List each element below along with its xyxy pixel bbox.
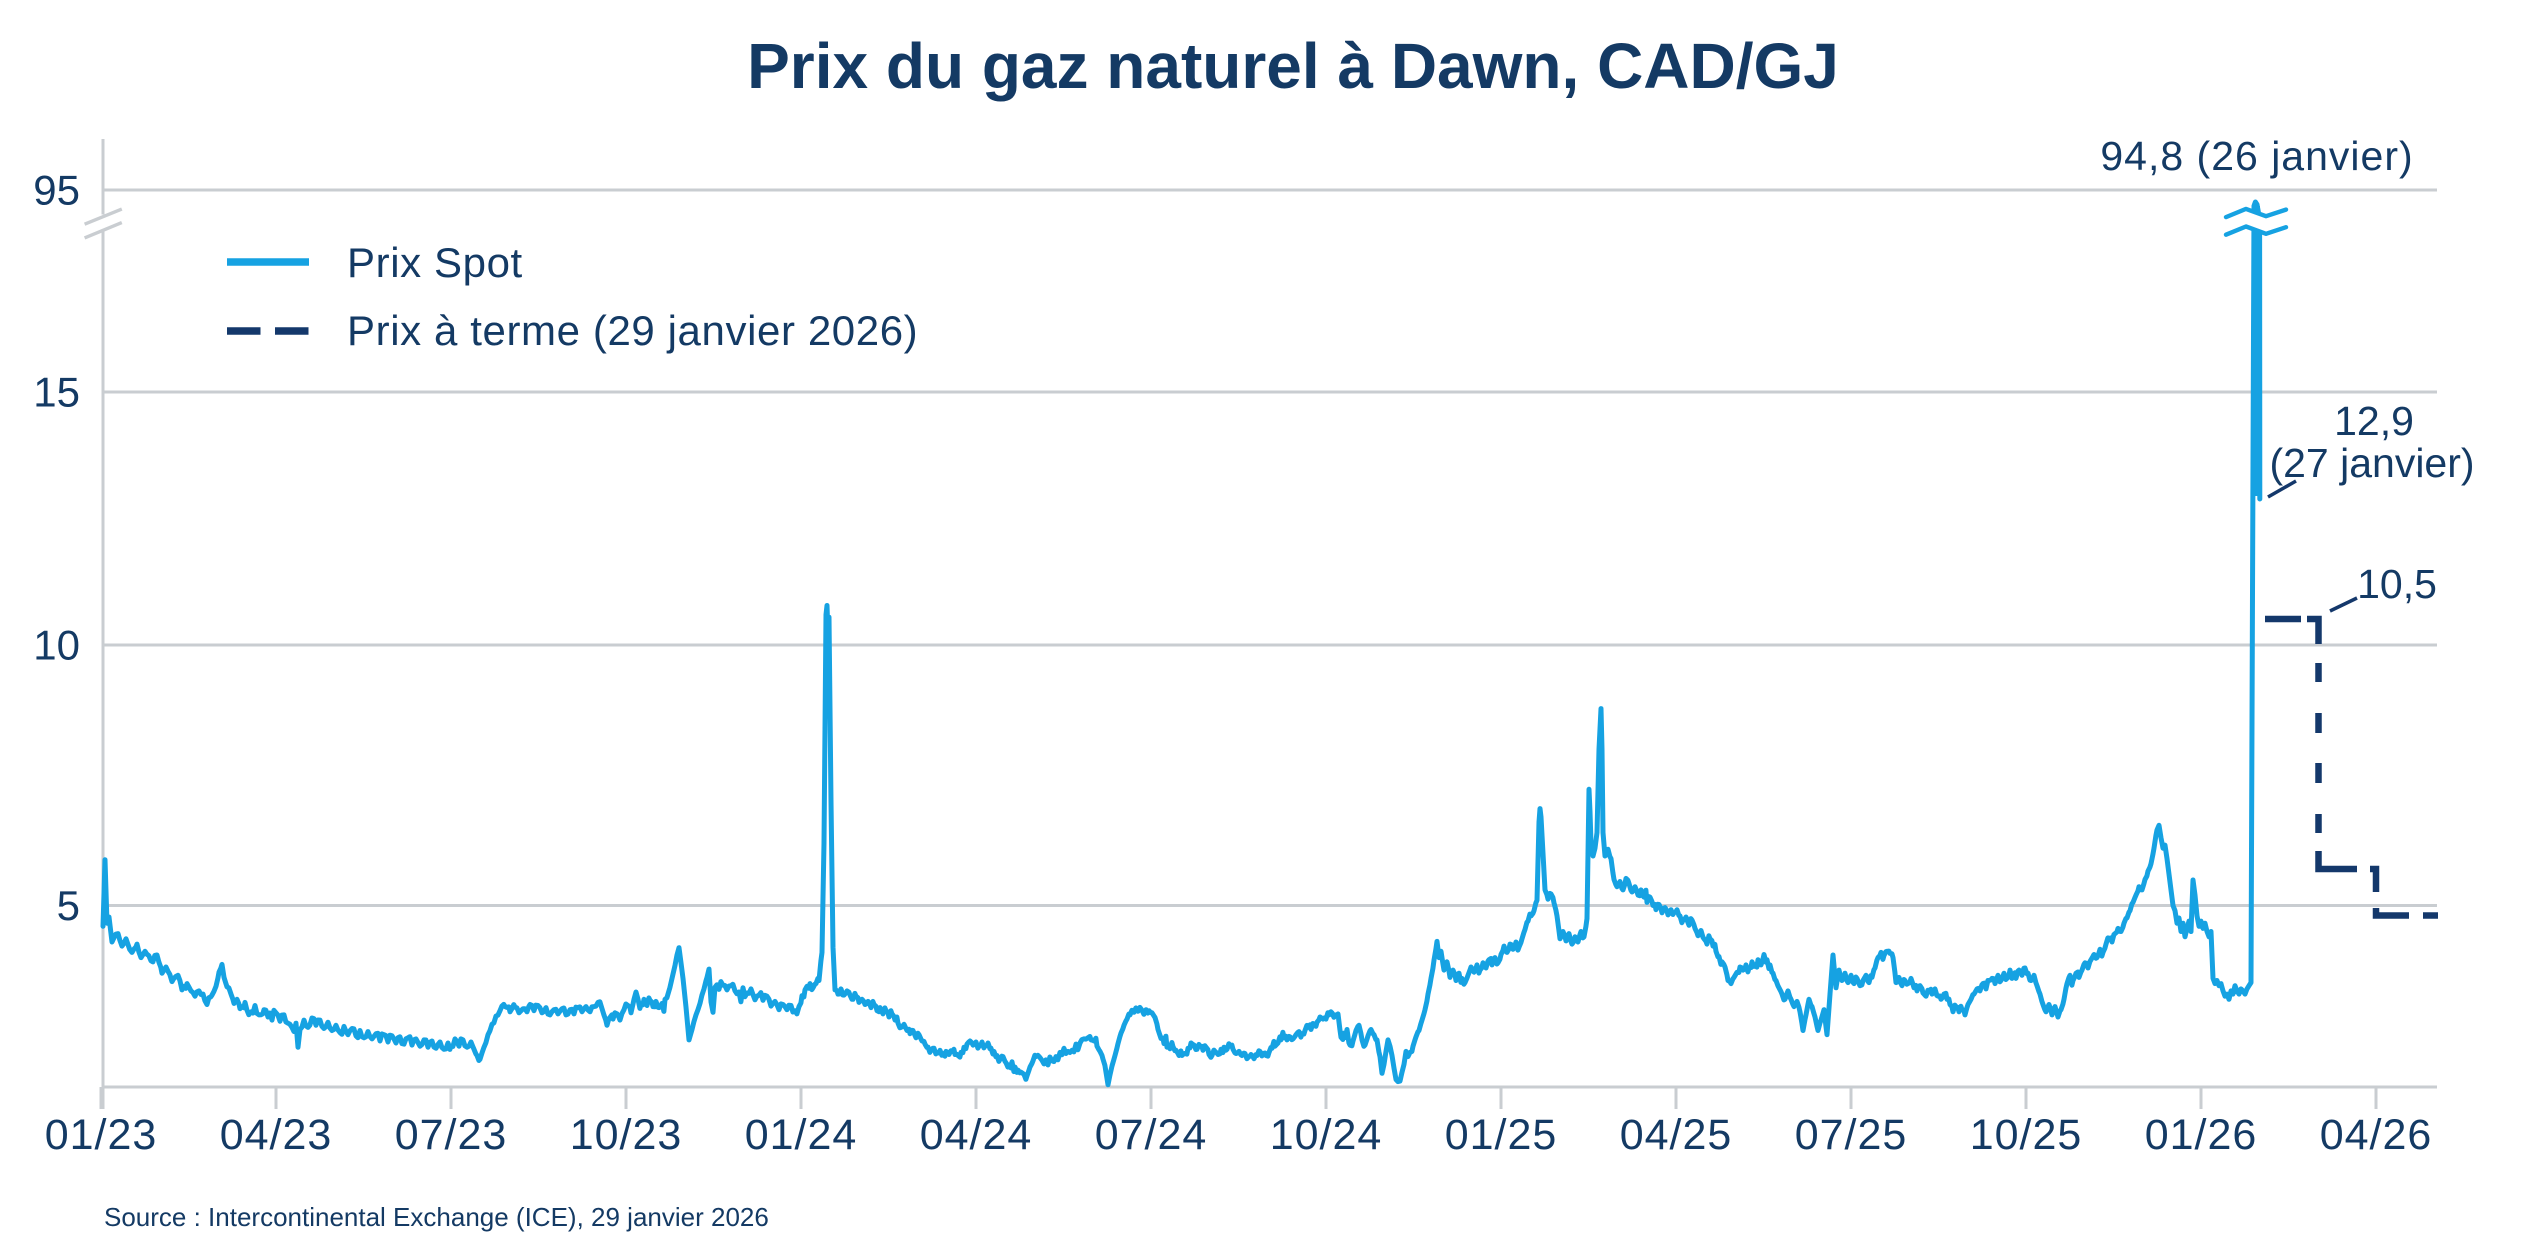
svg-text:Prix du gaz naturel à Dawn, CA: Prix du gaz naturel à Dawn, CAD/GJ <box>747 30 1839 102</box>
svg-text:01/26: 01/26 <box>2145 1111 2258 1159</box>
svg-text:15: 15 <box>33 369 80 416</box>
svg-text:Source : Intercontinental Exch: Source : Intercontinental Exchange (ICE)… <box>104 1202 769 1232</box>
svg-text:04/23: 04/23 <box>220 1111 333 1159</box>
svg-text:Prix Spot: Prix Spot <box>347 239 523 286</box>
svg-text:01/25: 01/25 <box>1445 1111 1558 1159</box>
svg-text:94,8 (26 janvier): 94,8 (26 janvier) <box>2100 133 2413 179</box>
svg-text:04/26: 04/26 <box>2320 1111 2433 1159</box>
svg-text:(27 janvier): (27 janvier) <box>2269 440 2474 486</box>
svg-text:5: 5 <box>57 882 80 929</box>
svg-text:01/23: 01/23 <box>45 1111 158 1159</box>
svg-text:10/25: 10/25 <box>1970 1111 2083 1159</box>
svg-text:10,5: 10,5 <box>2357 561 2437 607</box>
svg-text:07/24: 07/24 <box>1095 1111 1208 1159</box>
svg-text:10/24: 10/24 <box>1270 1111 1383 1159</box>
svg-text:04/25: 04/25 <box>1620 1111 1733 1159</box>
svg-text:10: 10 <box>33 622 80 669</box>
svg-text:95: 95 <box>33 167 80 214</box>
svg-text:10/23: 10/23 <box>570 1111 683 1159</box>
svg-text:04/24: 04/24 <box>920 1111 1033 1159</box>
svg-text:Prix à terme (29 janvier 2026): Prix à terme (29 janvier 2026) <box>347 307 918 354</box>
svg-text:07/23: 07/23 <box>395 1111 508 1159</box>
svg-text:01/24: 01/24 <box>745 1111 858 1159</box>
svg-text:12,9: 12,9 <box>2334 398 2414 444</box>
svg-text:07/25: 07/25 <box>1795 1111 1908 1159</box>
